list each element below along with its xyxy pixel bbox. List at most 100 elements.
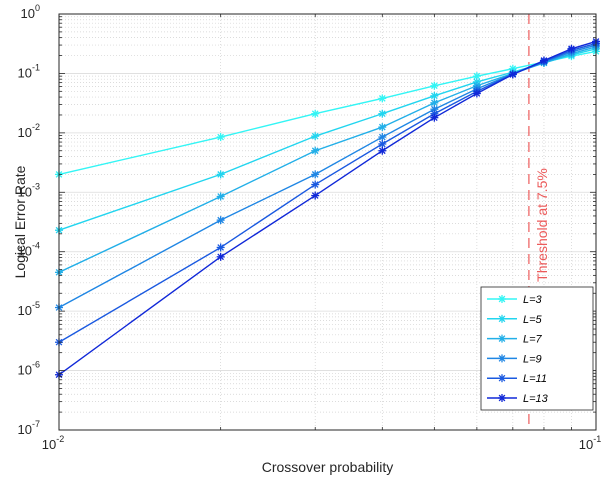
- marker-stroke: [311, 192, 319, 199]
- axes-box: [58, 13, 597, 431]
- data-point: [216, 216, 225, 225]
- marker-stroke: [378, 110, 386, 118]
- data-point: [378, 94, 387, 103]
- legend-label: L=3: [523, 294, 543, 306]
- legend-swatch-marker: [498, 374, 506, 383]
- x-axis-label: Crossover probability: [262, 459, 394, 475]
- y-tick-exponent: -1: [32, 62, 40, 72]
- axis-ticks: [58, 13, 597, 431]
- data-point: [216, 252, 225, 261]
- y-tick-exponent: -2: [32, 122, 40, 132]
- legend-item: L=3: [487, 294, 543, 306]
- data-point: [311, 191, 320, 200]
- marker-stroke: [311, 147, 319, 155]
- legend-label: L=11: [523, 373, 547, 385]
- marker-stroke: [498, 315, 506, 323]
- marker-stroke: [540, 57, 548, 64]
- data-point: [472, 89, 481, 98]
- data-point: [539, 56, 548, 65]
- marker-stroke: [311, 171, 319, 178]
- marker-stroke: [473, 90, 481, 97]
- data-point: [311, 132, 320, 141]
- marker-stroke: [378, 133, 386, 141]
- marker-stroke: [217, 244, 224, 251]
- series-line: [58, 40, 597, 376]
- marker-stroke: [509, 71, 517, 78]
- legend-swatch-marker: [498, 394, 506, 402]
- legend-label: L=9: [523, 353, 542, 365]
- data-point: [378, 133, 387, 142]
- marker-stroke: [378, 147, 386, 155]
- marker-stroke: [217, 133, 224, 141]
- marker-stroke: [473, 72, 481, 80]
- marker-stroke: [568, 45, 575, 53]
- data-point: [216, 243, 225, 252]
- threshold-label: Threshold at 7.5%: [534, 168, 550, 282]
- y-tick-exponent: -3: [32, 181, 40, 191]
- data-point: [311, 109, 320, 118]
- marker-stroke: [498, 295, 506, 303]
- legend-label: L=5: [523, 314, 543, 326]
- marker-stroke: [378, 140, 386, 148]
- legend: L=3 L=5 L=7 L=9 L=11 L=13: [480, 286, 594, 411]
- data-point: [216, 192, 225, 201]
- data-point: [430, 98, 439, 107]
- threshold-layer: Threshold at 7.5%: [528, 14, 550, 430]
- legend-swatch-marker: [498, 314, 506, 323]
- legend-item: L=9: [487, 353, 542, 365]
- marker-stroke: [431, 99, 438, 107]
- y-axis-label: Logical Error Rate: [12, 165, 28, 278]
- legend-label: L=13: [523, 393, 549, 405]
- y-tick-exponent: -7: [32, 419, 40, 429]
- legend-swatch-marker: [498, 295, 506, 303]
- data-point: [216, 133, 225, 142]
- data-point: [378, 123, 387, 132]
- marker-stroke: [498, 335, 506, 342]
- legend-item: L=13: [487, 393, 549, 405]
- legend-swatch-marker: [498, 354, 506, 363]
- marker-stroke: [311, 132, 319, 140]
- data-point: [311, 146, 320, 155]
- marker-stroke: [311, 181, 319, 188]
- marker-stroke: [217, 171, 224, 178]
- data-point: [430, 91, 439, 100]
- data-point: [378, 109, 387, 118]
- marker-stroke: [498, 355, 506, 362]
- legend-item: L=11: [487, 373, 547, 385]
- data-point: [378, 146, 387, 155]
- marker-stroke: [378, 123, 386, 131]
- legend-item: L=5: [487, 314, 543, 326]
- data-point: [430, 81, 439, 90]
- legend-item: L=7: [487, 334, 543, 346]
- marker-stroke: [498, 374, 506, 382]
- data-point: [311, 170, 320, 179]
- series-line: [58, 44, 597, 309]
- data-point: [567, 44, 576, 53]
- marker-stroke: [431, 92, 438, 100]
- marker-stroke: [311, 110, 319, 118]
- series-line: [58, 42, 597, 343]
- data-point: [508, 70, 517, 79]
- marker-stroke: [217, 193, 224, 200]
- y-tick-exponent: -6: [32, 360, 40, 370]
- data-point: [216, 170, 225, 179]
- marker-stroke: [378, 95, 386, 102]
- marker-stroke: [431, 82, 438, 90]
- series-line: [58, 46, 597, 273]
- legend-box: [480, 286, 594, 411]
- data-point: [311, 180, 320, 189]
- marker-stroke: [498, 394, 506, 402]
- legend-label: L=7: [523, 334, 543, 346]
- x-tick-exponent: -1: [593, 434, 601, 444]
- y-tick-exponent: 0: [35, 3, 40, 13]
- marker-stroke: [431, 114, 438, 122]
- marker-stroke: [217, 253, 224, 261]
- y-tick-exponent: -5: [32, 300, 40, 310]
- legend-swatch-marker: [498, 334, 506, 343]
- y-tick-exponent: -4: [32, 241, 40, 251]
- marker-stroke: [217, 216, 224, 224]
- data-point: [430, 113, 439, 122]
- data-point: [378, 139, 387, 148]
- x-tick-exponent: -2: [56, 434, 64, 444]
